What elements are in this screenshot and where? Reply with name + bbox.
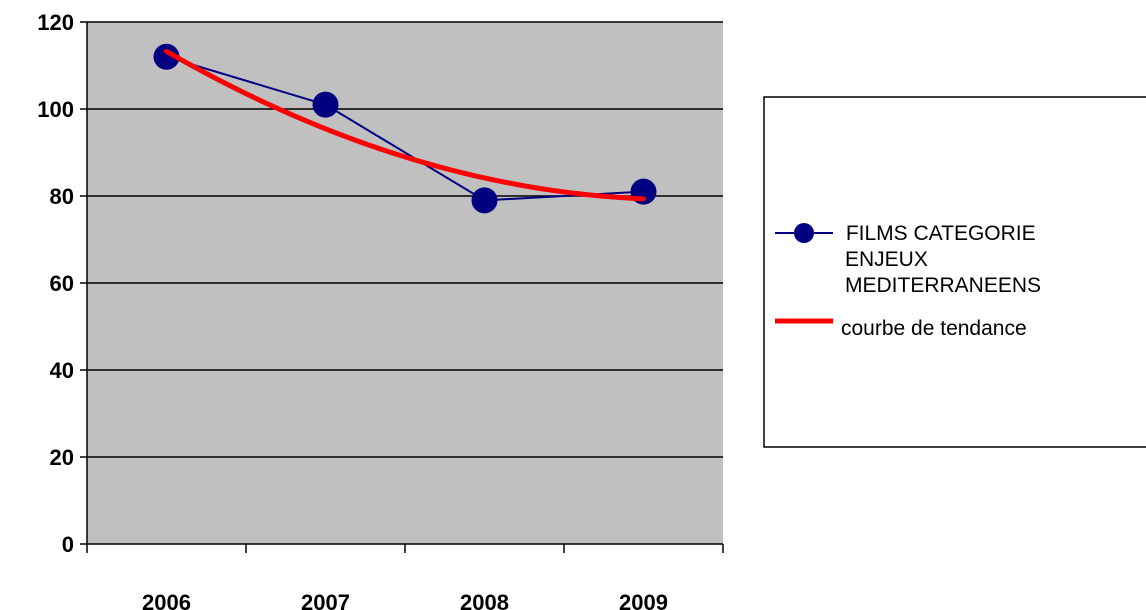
y-tick-label-100: 100 <box>37 97 74 122</box>
legend-label-series-line-1: FILMS CATEGORIE <box>840 222 1036 245</box>
data-point-2006 <box>153 43 180 70</box>
x-tick-label-2009: 2009 <box>619 590 668 610</box>
y-tick-label-120: 120 <box>37 10 74 35</box>
legend-box <box>763 96 1146 448</box>
y-tick-label-40: 40 <box>50 358 74 383</box>
data-point-2008 <box>471 187 498 214</box>
legend: FILMS CATEGORIE ENJEUX MEDITERRANEENS co… <box>763 96 1146 448</box>
x-tick-label-2006: 2006 <box>142 590 191 610</box>
series-layer <box>153 43 657 214</box>
y-tick-label-80: 80 <box>50 184 74 209</box>
data-point-2007 <box>312 91 339 118</box>
legend-marker-series <box>794 223 814 243</box>
x-tick-label-2008: 2008 <box>460 590 509 610</box>
series-line-films <box>166 55 644 202</box>
y-tick-label-0: 0 <box>62 532 74 557</box>
legend-label-series-line-3: MEDITERRANEENS <box>845 274 1041 297</box>
legend-label-trend: courbe de tendance <box>841 317 1027 340</box>
legend-label-series-line-2: ENJEUX <box>845 248 928 271</box>
x-tick-label-2007: 2007 <box>301 590 350 610</box>
y-tick-label-60: 60 <box>50 271 74 296</box>
gridlines <box>87 21 723 458</box>
trendline-curve <box>164 48 646 202</box>
y-tick-label-20: 20 <box>50 445 74 470</box>
axes: 0 20 40 60 80 100 120 2006 2007 2008 2009 <box>37 10 724 610</box>
